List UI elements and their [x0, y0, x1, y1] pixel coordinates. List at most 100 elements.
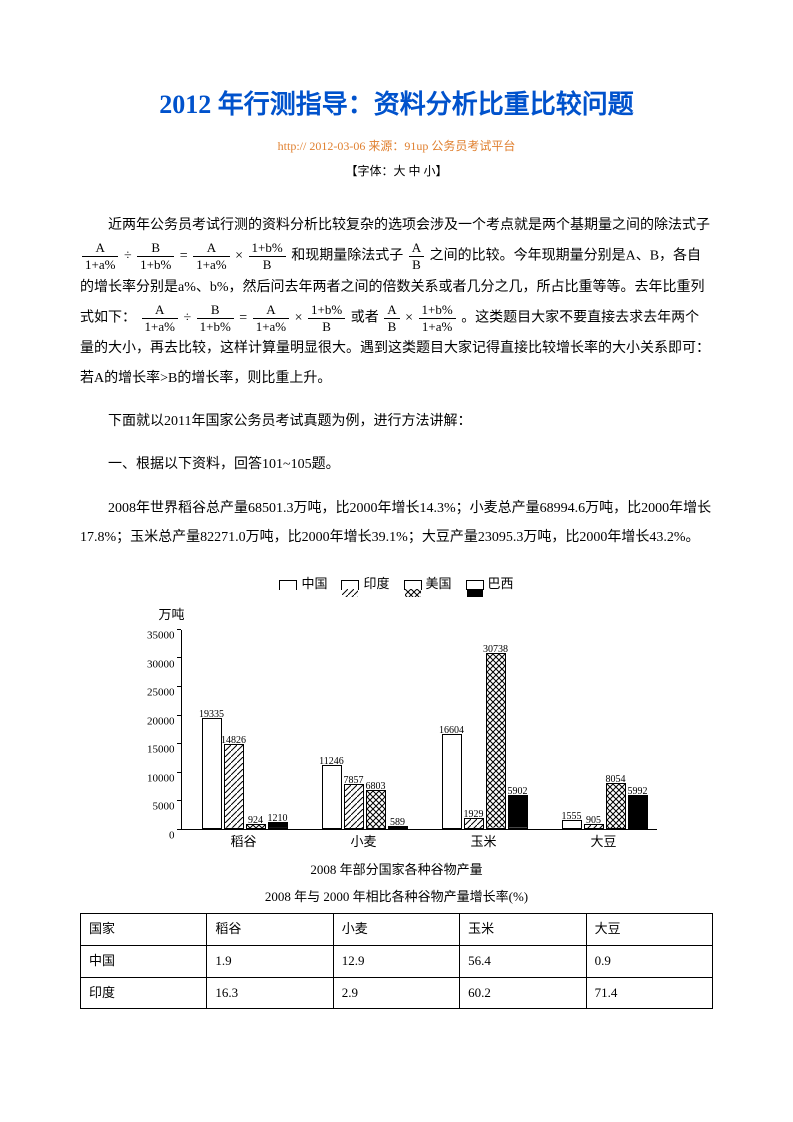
y-axis: 05000100001500020000250003000035000	[137, 630, 181, 830]
legend-swatch	[404, 580, 422, 590]
bar-group: 155590580545992	[562, 783, 648, 829]
fontsize-medium[interactable]: 中	[408, 164, 420, 178]
legend-label: 巴西	[488, 572, 514, 597]
table-cell: 56.4	[460, 945, 586, 977]
table-header-row: 国家稻谷小麦玉米大豆	[81, 914, 713, 946]
bar: 1210	[268, 822, 288, 829]
fontsize-suffix: 】	[436, 164, 448, 178]
table-cell: 印度	[81, 977, 207, 1009]
bar-value-label: 5992	[628, 782, 648, 801]
fontsize-large[interactable]: 大	[393, 164, 405, 178]
fraction-10: AB	[384, 302, 399, 334]
bar: 924	[246, 824, 266, 829]
y-tick: 0	[169, 825, 175, 846]
y-tick: 30000	[147, 654, 175, 675]
bar: 5992	[628, 795, 648, 829]
bar: 19335	[202, 718, 222, 828]
fontsize-small[interactable]: 小	[424, 164, 436, 178]
x-tick-label: 小麦	[350, 830, 376, 855]
p1-text-d: 或者	[351, 310, 379, 325]
legend-swatch	[341, 580, 359, 590]
bar-value-label: 1210	[268, 809, 288, 828]
x-tick-label: 大豆	[590, 830, 616, 855]
bar: 589	[388, 826, 408, 829]
table-cell: 中国	[81, 945, 207, 977]
page-title: 2012 年行测指导：资料分析比重比较问题	[80, 80, 713, 129]
fraction-6: A1+a%	[142, 302, 178, 334]
fraction-8: A1+a%	[253, 302, 289, 334]
x-axis-labels: 稻谷小麦玉米大豆	[181, 830, 657, 850]
bar: 1929	[464, 818, 484, 829]
x-tick-label: 玉米	[470, 830, 496, 855]
legend-item: 巴西	[466, 572, 514, 597]
bar: 11246	[322, 765, 342, 829]
table-cell: 60.2	[460, 977, 586, 1009]
fontsize-prefix: 【字体：	[345, 164, 393, 178]
bar-group: 166041929307385902	[442, 653, 528, 829]
bar-value-label: 14826	[221, 731, 246, 750]
legend-item: 印度	[341, 572, 389, 597]
bar-value-label: 11246	[319, 752, 344, 771]
bar: 16604	[442, 734, 462, 829]
legend-item: 美国	[404, 572, 452, 597]
legend-label: 美国	[426, 572, 452, 597]
fraction-1: A1+a%	[82, 240, 118, 272]
fraction-3: A1+a%	[193, 240, 229, 272]
table-row: 中国1.912.956.40.9	[81, 945, 713, 977]
y-tick: 15000	[147, 740, 175, 761]
y-tick: 20000	[147, 711, 175, 732]
bar-group: 1124678576803589	[322, 765, 408, 829]
table-cell: 0.9	[586, 945, 712, 977]
table-header-cell: 稻谷	[207, 914, 333, 946]
bar: 7857	[344, 784, 364, 829]
legend-label: 中国	[301, 572, 327, 597]
bar: 8054	[606, 783, 626, 829]
y-tick: 10000	[147, 768, 175, 789]
bar-value-label: 589	[390, 813, 405, 832]
chart-caption-2: 2008 年与 2000 年相比各种谷物产量增长率(%)	[80, 885, 713, 910]
bar-value-label: 6803	[366, 777, 386, 796]
bar: 14826	[224, 744, 244, 829]
p1-text-b: 和现期量除法式子	[291, 249, 403, 264]
bar-value-label: 8054	[606, 770, 626, 789]
bar-value-label: 924	[248, 811, 263, 830]
fraction-4: 1+b%B	[249, 240, 286, 272]
chart-caption-1: 2008 年部分国家各种谷物产量	[80, 858, 713, 883]
paragraph-1: 近两年公务员考试行测的资料分析比较复杂的选项会涉及一个考点就是两个基期量之间的除…	[80, 211, 713, 393]
plot-area: 1933514826924121011246785768035891660419…	[181, 630, 657, 830]
y-tick: 5000	[153, 797, 175, 818]
bar: 6803	[366, 790, 386, 829]
paragraph-3: 一、根据以下资料，回答101~105题。	[80, 450, 713, 479]
table-header-cell: 玉米	[460, 914, 586, 946]
fraction-5: AB	[409, 240, 424, 272]
font-size-switcher: 【字体：大 中 小】	[80, 160, 713, 183]
article-meta: http:// 2012-03-06 来源：91up 公务员考试平台	[80, 135, 713, 158]
y-axis-label: 万吨	[159, 603, 657, 628]
legend-swatch	[466, 580, 484, 590]
bar-value-label: 5902	[508, 782, 528, 801]
fraction-2: B1+b%	[137, 240, 174, 272]
y-tick: 25000	[147, 683, 175, 704]
chart-legend: 中国印度 美国 巴西	[137, 572, 657, 597]
bar: 30738	[486, 653, 506, 829]
legend-item: 中国	[279, 572, 327, 597]
p1-text-a: 近两年公务员考试行测的资料分析比较复杂的选项会涉及一个考点就是两个基期量之间的除…	[108, 218, 710, 233]
table-header-cell: 国家	[81, 914, 207, 946]
table-body: 中国1.912.956.40.9印度16.32.960.271.4	[81, 945, 713, 1008]
table-cell: 12.9	[333, 945, 459, 977]
paragraph-4: 2008年世界稻谷总产量68501.3万吨，比2000年增长14.3%；小麦总产…	[80, 494, 713, 553]
table-header-cell: 大豆	[586, 914, 712, 946]
growth-rate-table: 国家稻谷小麦玉米大豆 中国1.912.956.40.9印度16.32.960.2…	[80, 913, 713, 1009]
legend-swatch	[279, 580, 297, 590]
table-cell: 2.9	[333, 977, 459, 1009]
x-tick-label: 稻谷	[230, 830, 256, 855]
bar-value-label: 1929	[464, 805, 484, 824]
table-cell: 1.9	[207, 945, 333, 977]
table-cell: 71.4	[586, 977, 712, 1009]
fraction-9: 1+b%B	[308, 302, 345, 334]
bar-value-label: 30738	[483, 640, 508, 659]
bar-value-label: 1555	[562, 807, 582, 826]
bar: 1555	[562, 820, 582, 829]
y-tick: 35000	[147, 625, 175, 646]
table-header-cell: 小麦	[333, 914, 459, 946]
